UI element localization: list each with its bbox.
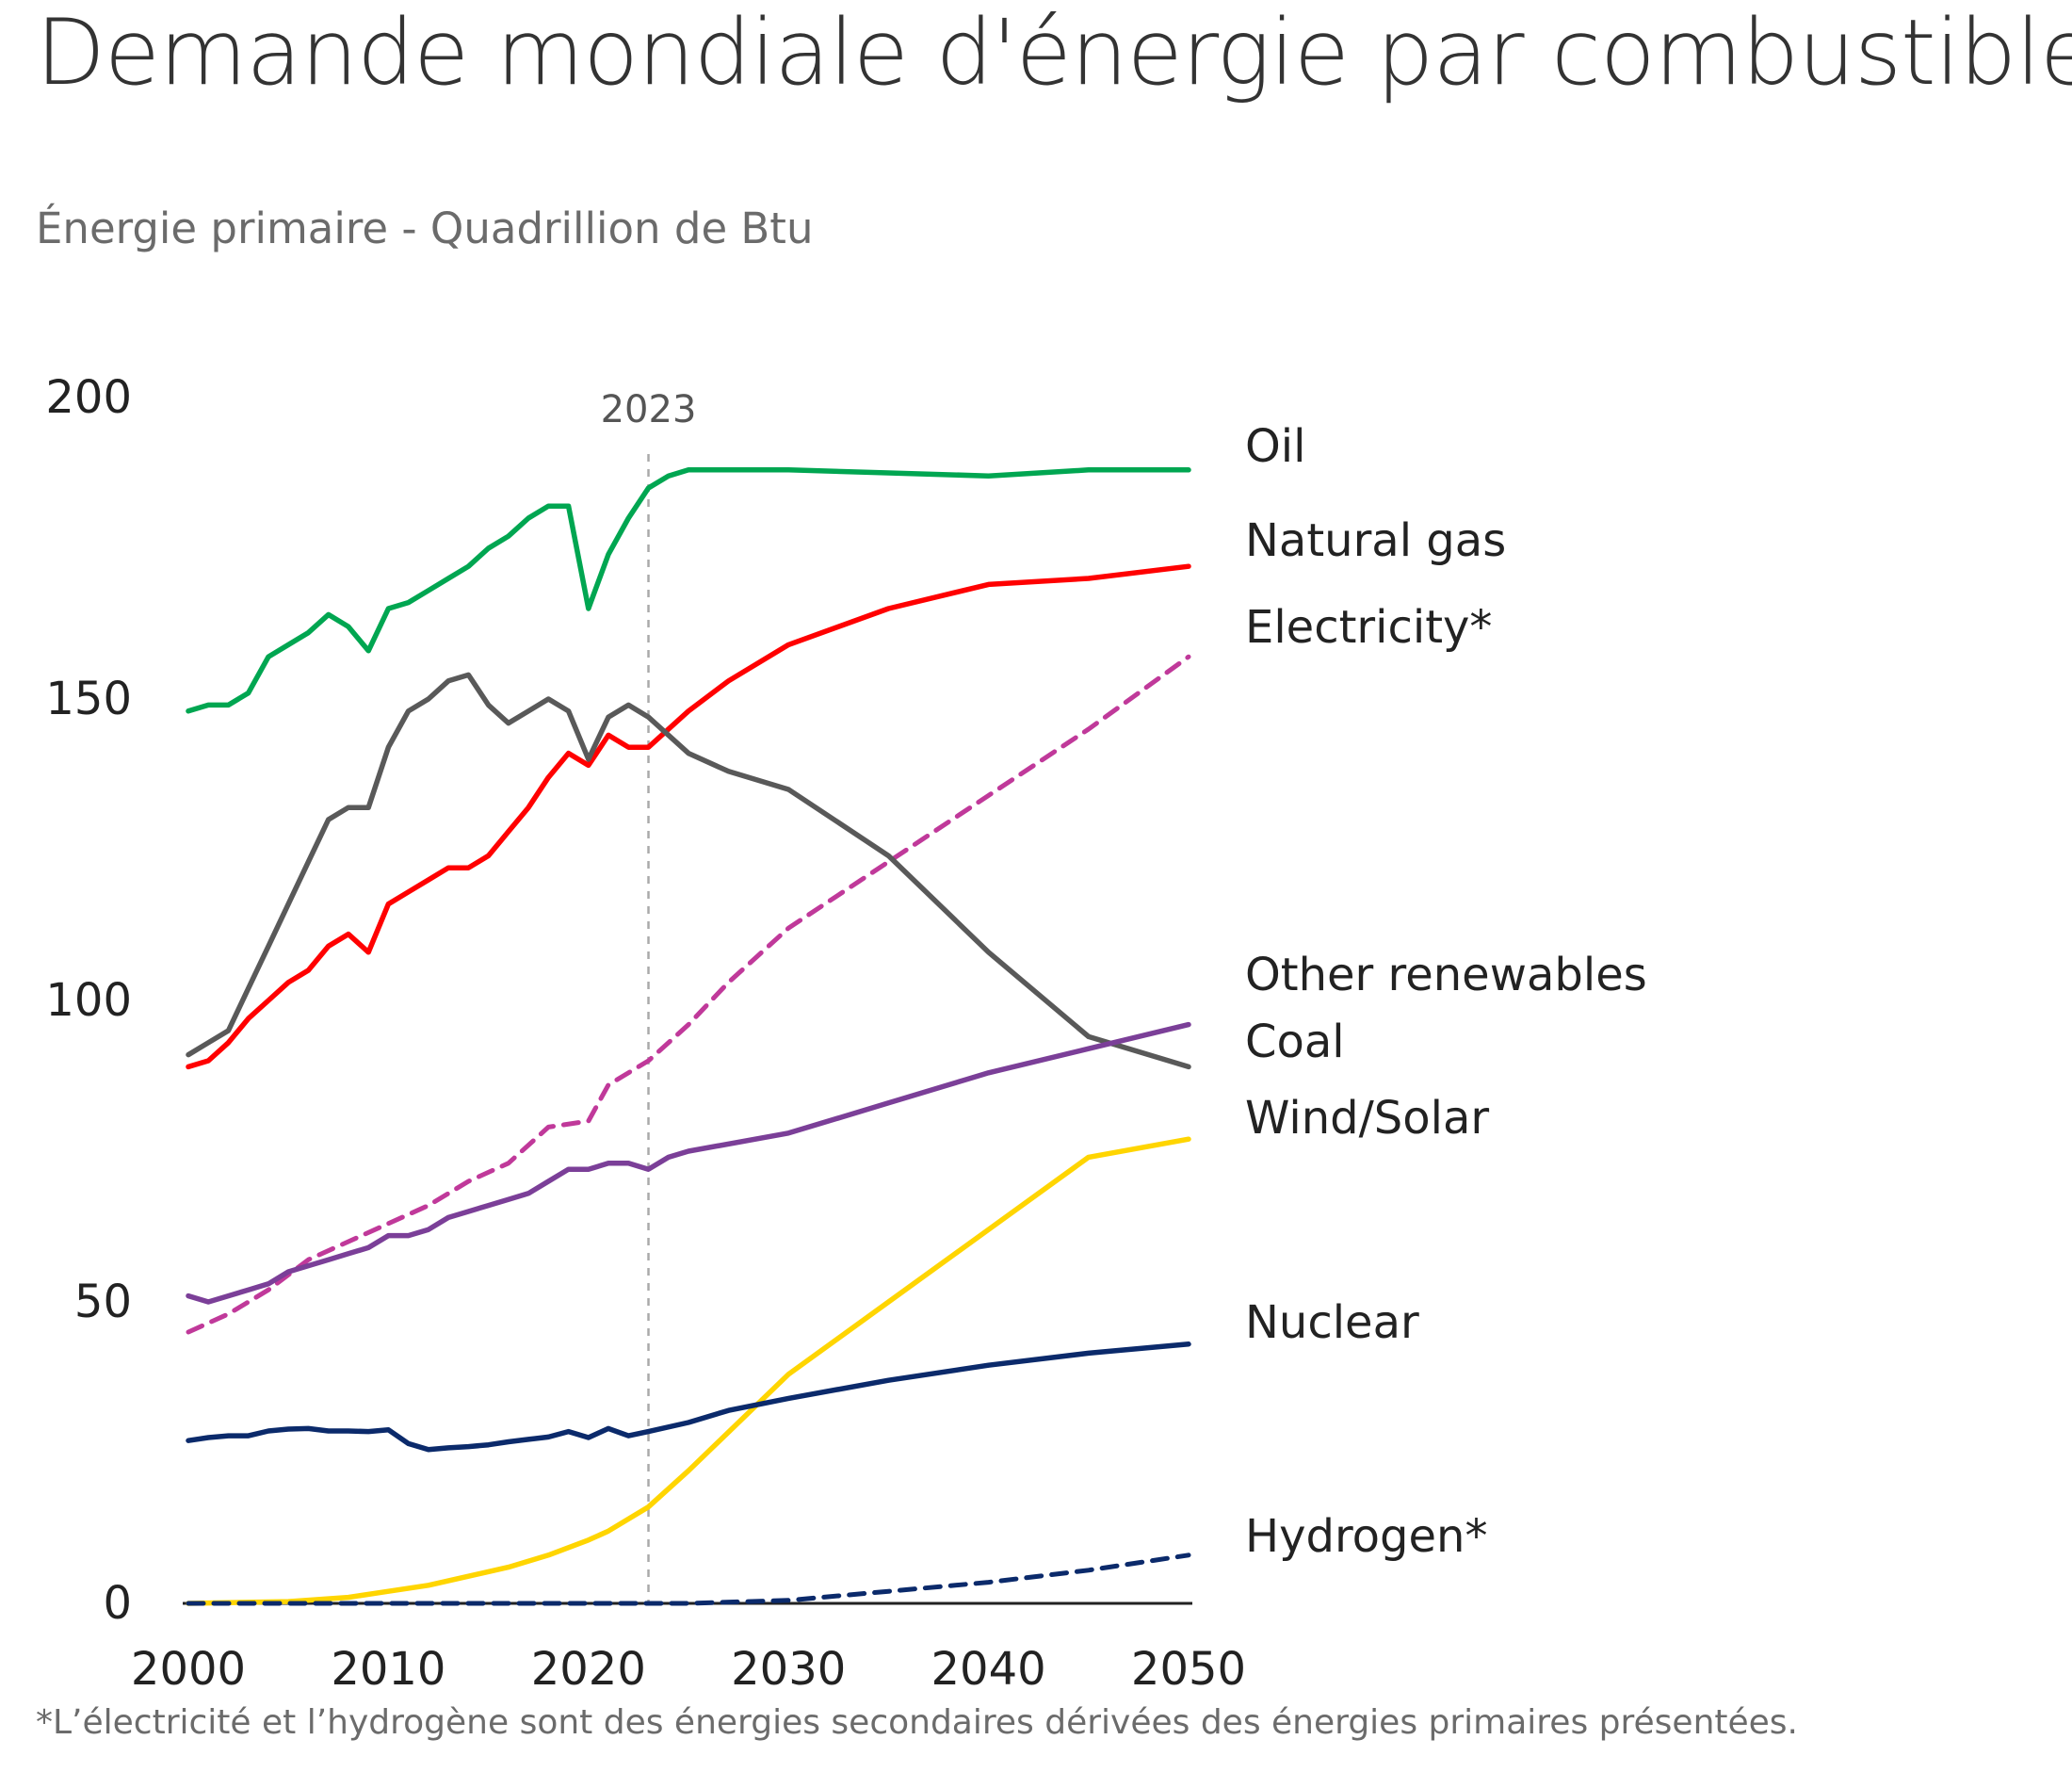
series-label-coal: Coal [1245, 1016, 1345, 1068]
y-tick-label: 50 [74, 1276, 132, 1328]
x-tick-label: 2030 [731, 1643, 846, 1696]
y-tick-label: 100 [45, 974, 132, 1027]
series-label-electricity: Electricity* [1245, 601, 1492, 654]
x-tick-label: 2010 [331, 1643, 445, 1696]
series-label-hydrogen: Hydrogen* [1245, 1510, 1487, 1563]
series-label-other-renewables: Other renewables [1245, 949, 1647, 1001]
series-line-wind-solar [186, 1136, 1191, 1606]
series-line-electricity [186, 654, 1191, 1335]
x-tick-label: 2020 [531, 1643, 646, 1696]
y-tick-label: 0 [103, 1577, 132, 1630]
chart-title: Demande mondiale d'énergie par combustib… [36, 0, 2072, 106]
chart-subtitle: Énergie primaire - Quadrillion de Btu [36, 203, 814, 253]
series-line-coal [186, 672, 1191, 1070]
series-line-nuclear [186, 1341, 1191, 1453]
series-line-other-renewables [186, 1021, 1191, 1305]
series-label-oil: Oil [1245, 420, 1305, 473]
x-tick-label: 2000 [131, 1643, 246, 1696]
x-tick-label: 2050 [1131, 1643, 1246, 1696]
series-line-hydrogen [186, 1553, 1191, 1606]
x-axis-ticks: 2000 2010 2020 2030 2040 2050 [131, 1643, 1246, 1696]
series-line-oil [186, 467, 1191, 714]
y-tick-label: 150 [45, 673, 132, 725]
series-lines [186, 467, 1191, 1606]
y-tick-label: 200 [45, 371, 132, 424]
year-2023-marker-label: 2023 [601, 388, 697, 431]
series-label-nuclear: Nuclear [1245, 1296, 1419, 1349]
series-label-natural-gas: Natural gas [1245, 514, 1506, 567]
x-tick-label: 2040 [931, 1643, 1046, 1696]
series-line-natural-gas [186, 563, 1191, 1070]
series-label-wind-solar: Wind/Solar [1245, 1092, 1489, 1145]
y-axis-ticks: 0 50 100 150 200 [45, 371, 132, 1630]
series-labels: Oil Natural gas Electricity* Other renewabl… [1245, 420, 1647, 1563]
footnote: *L’électricité et l’hydrogène sont des é… [36, 1703, 1798, 1742]
